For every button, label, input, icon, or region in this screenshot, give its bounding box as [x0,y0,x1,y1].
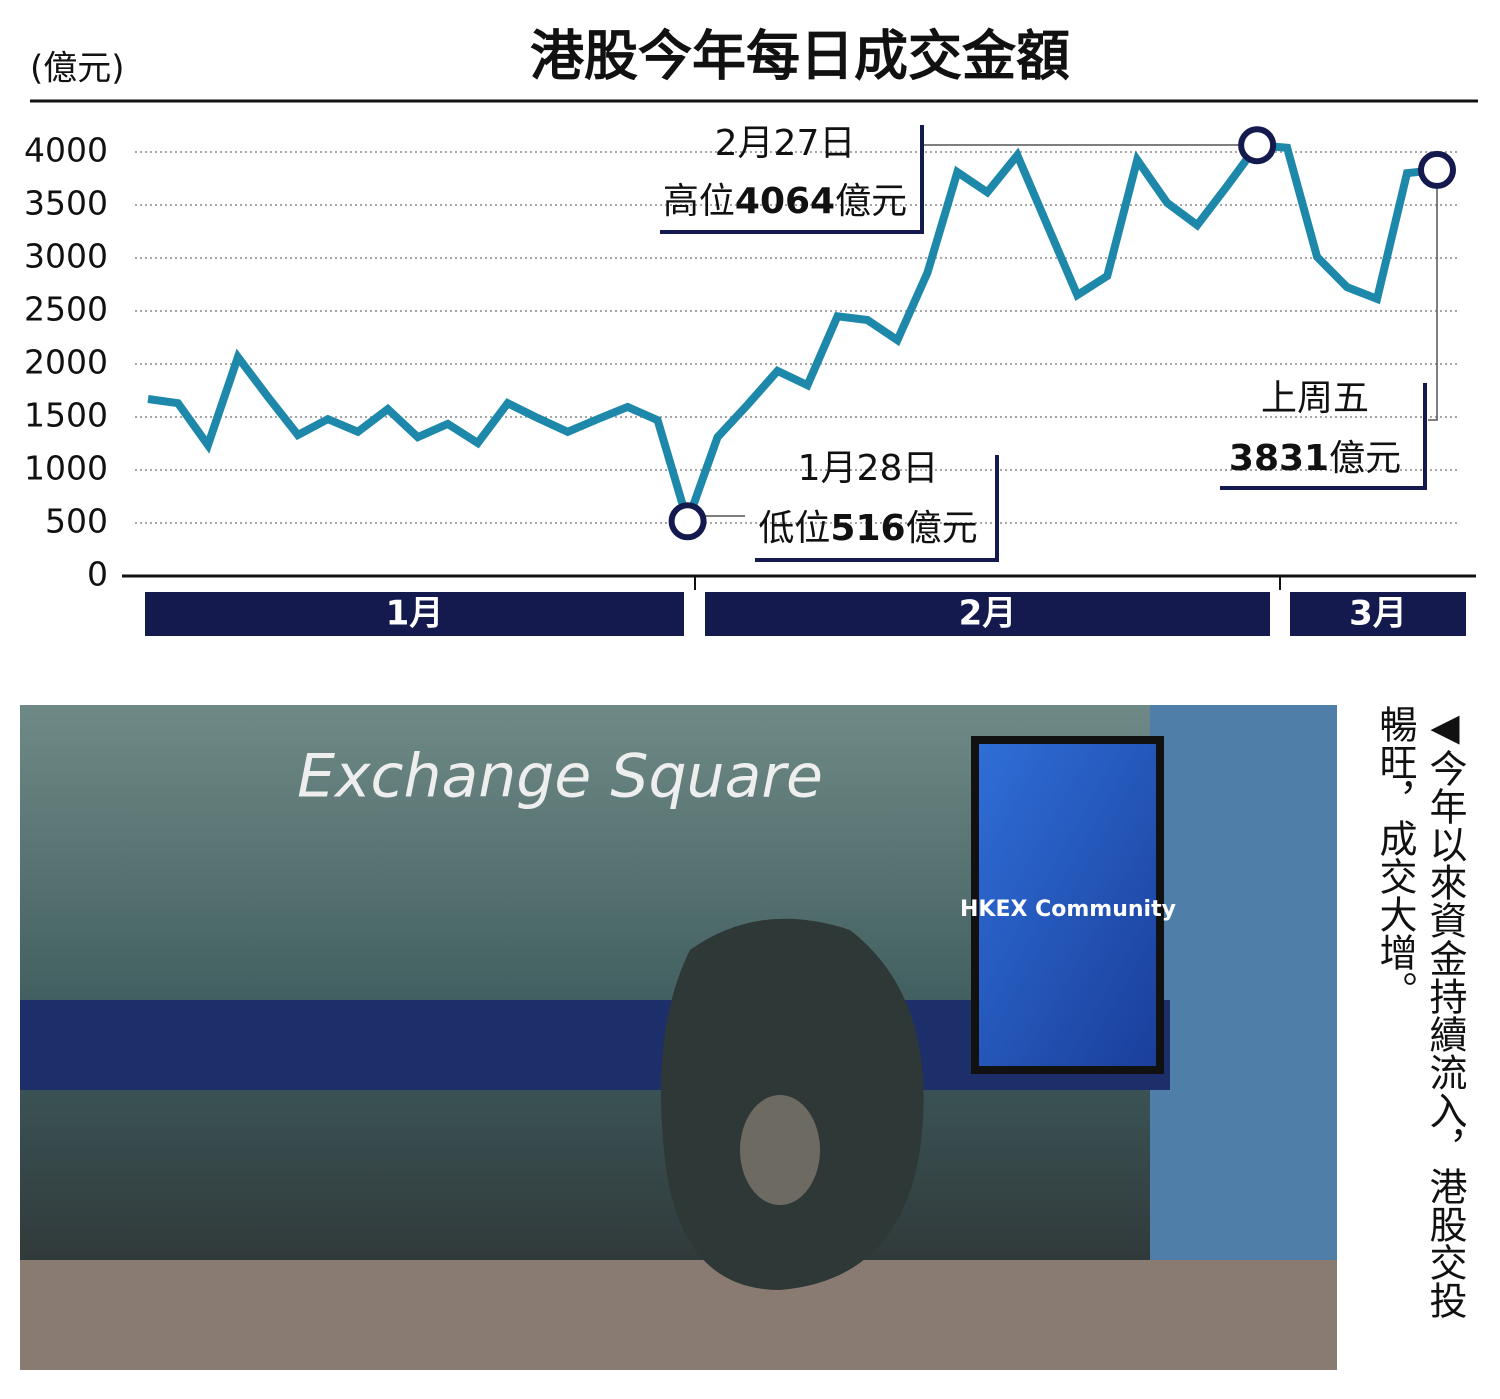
annotation-part: 高位 [663,181,735,222]
annotation-frame [660,125,924,234]
annotation-leader [1428,185,1438,421]
annotation-part: 4064 [735,181,835,222]
month-label: 2月 [959,594,1017,634]
annotation-value: 高位4064億元 [663,181,907,222]
photo: Exchange Square HKEX Community [20,705,1337,1370]
annotation-frame [755,455,999,562]
month-band [145,592,684,636]
y-tick-label: 1500 [24,396,108,435]
annotation-part: 億元 [1329,438,1401,479]
y-tick-label: 0 [87,555,108,594]
annotation-value: 3831億元 [1229,438,1401,479]
photo-screen: HKEX Community [960,897,1176,922]
month-label: 1月 [386,594,444,634]
highlight-marker [1238,126,1277,165]
y-tick-label: 1000 [24,449,108,488]
highlight-marker [1418,150,1456,189]
y-tick-label: 3000 [24,237,108,276]
annotation-date: 上周五 [1261,378,1369,419]
chart-title: 港股今年每日成交金額 [530,25,1070,88]
month-band [705,592,1270,636]
annotation-part: 516 [830,508,905,549]
annotation-part: 億元 [906,508,978,549]
y-unit: (億元) [30,49,125,89]
annotation-date: 1月28日 [798,448,939,489]
month-label: 3月 [1349,594,1407,634]
y-tick-label: 2500 [24,290,108,329]
data-line [147,141,1438,535]
photo-sign: Exchange Square [297,742,823,812]
y-tick-label: 3500 [24,184,108,223]
caption: ◀今年以來資金持續流入，港股交投暢旺，成交大增。 [1373,705,1467,1319]
highlight-marker [668,502,707,541]
y-tick-label: 500 [45,502,108,541]
month-band [1290,592,1466,636]
annotation-part: 億元 [835,181,907,222]
annotation-frame [1220,383,1427,490]
annotation-value: 低位516億元 [758,508,977,549]
annotation-date: 2月27日 [715,123,856,164]
annotation-part: 低位 [758,508,830,549]
annotation-part: 3831 [1229,438,1329,479]
y-tick-label: 2000 [24,343,108,382]
y-tick-label: 4000 [24,131,108,170]
